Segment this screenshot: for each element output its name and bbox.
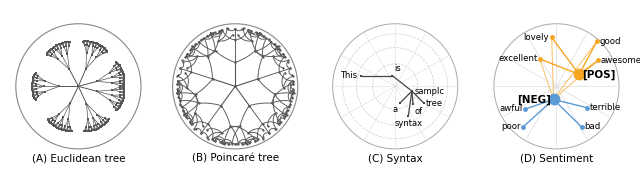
Circle shape — [173, 24, 298, 149]
Text: syntax: syntax — [394, 119, 422, 128]
Text: excellent: excellent — [498, 54, 538, 63]
Circle shape — [16, 24, 141, 149]
Text: [POS]: [POS] — [582, 69, 616, 80]
Text: (B) Poincaré tree: (B) Poincaré tree — [191, 154, 279, 164]
Text: tree: tree — [426, 98, 444, 108]
Text: (D) Sentiment: (D) Sentiment — [520, 154, 593, 164]
Text: of: of — [414, 107, 422, 116]
Text: good: good — [600, 36, 621, 46]
Text: poor: poor — [501, 122, 521, 131]
Text: This: This — [340, 71, 357, 80]
Text: samplc: samplc — [415, 87, 445, 96]
Text: awful: awful — [500, 104, 523, 114]
Text: awesome: awesome — [600, 56, 640, 65]
Circle shape — [333, 24, 458, 149]
Text: lovely: lovely — [523, 33, 548, 42]
Text: [NEG]: [NEG] — [516, 94, 550, 104]
Text: is: is — [395, 64, 401, 73]
Circle shape — [494, 24, 619, 149]
Text: (A) Euclidean tree: (A) Euclidean tree — [31, 154, 125, 164]
Text: a: a — [392, 105, 397, 114]
Text: terrible: terrible — [590, 103, 621, 112]
Text: bad: bad — [584, 122, 600, 131]
Text: (C) Syntax: (C) Syntax — [368, 154, 422, 164]
